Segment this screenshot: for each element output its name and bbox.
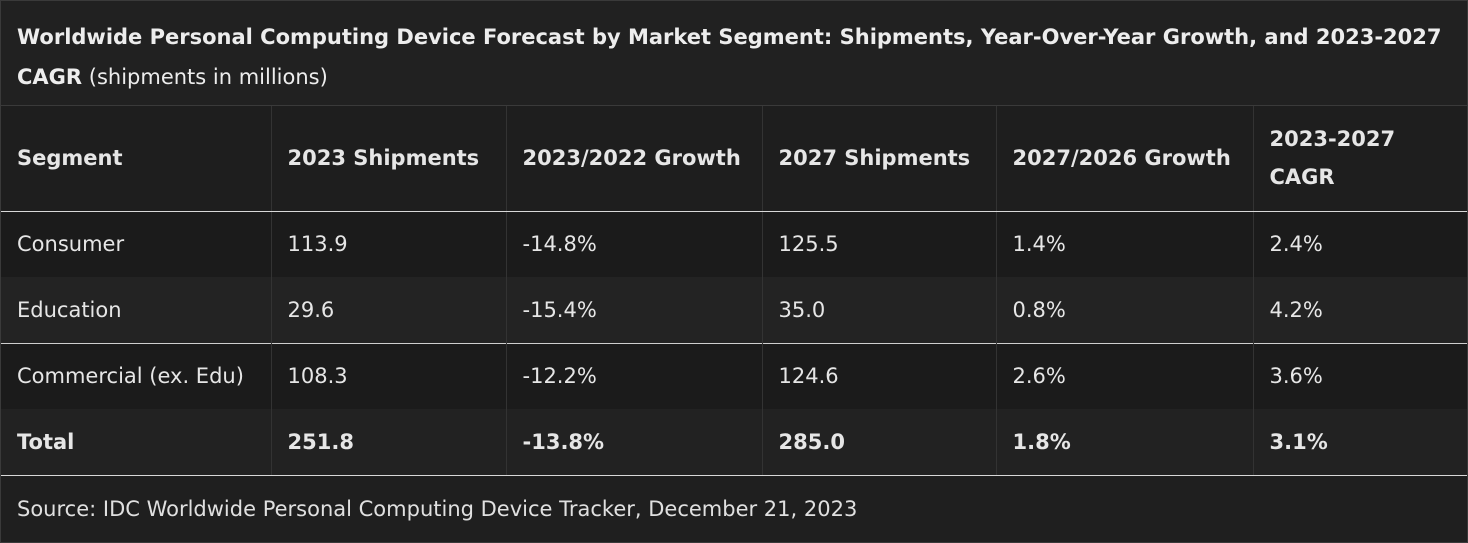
cell-2023-2022-growth: -12.2%: [506, 342, 763, 409]
cell-2027-shipments: 124.6: [762, 342, 997, 409]
cell-2023-2022-growth: -13.8%: [506, 409, 763, 476]
source-note: Source: IDC Worldwide Personal Computing…: [1, 475, 1467, 542]
table-header-row: Segment 2023 Shipments 2023/2022 Growth …: [1, 106, 1467, 212]
cell-2023-shipments: 251.8: [271, 409, 507, 476]
cell-2027-2026-growth: 1.8%: [996, 409, 1254, 476]
cell-segment: Education: [1, 277, 272, 343]
cell-2027-shipments: 35.0: [762, 277, 997, 343]
cell-2023-2022-growth: -15.4%: [506, 277, 763, 343]
table-row-total: Total 251.8 -13.8% 285.0 1.8% 3.1%: [1, 409, 1467, 476]
cell-2027-shipments: 125.5: [762, 211, 997, 277]
table-row-education: Education 29.6 -15.4% 35.0 0.8% 4.2%: [1, 277, 1467, 343]
header-2027-2026-growth: 2027/2026 Growth: [996, 106, 1254, 212]
cell-2023-shipments: 113.9: [271, 211, 507, 277]
cell-segment: Commercial (ex. Edu): [1, 342, 272, 409]
cell-2027-2026-growth: 1.4%: [996, 211, 1254, 277]
header-2023-2022-growth: 2023/2022 Growth: [506, 106, 763, 212]
cell-segment: Total: [1, 409, 272, 476]
table-row-commercial: Commercial (ex. Edu) 108.3 -12.2% 124.6 …: [1, 342, 1467, 409]
forecast-table: Segment 2023 Shipments 2023/2022 Growth …: [1, 106, 1467, 476]
table-title-main: Worldwide Personal Computing Device Fore…: [17, 25, 1442, 89]
cell-2027-2026-growth: 0.8%: [996, 277, 1254, 343]
cell-cagr: 4.2%: [1253, 277, 1467, 343]
header-segment: Segment: [1, 106, 272, 212]
cell-cagr: 3.6%: [1253, 342, 1467, 409]
header-2023-shipments: 2023 Shipments: [271, 106, 507, 212]
cell-2023-shipments: 29.6: [271, 277, 507, 343]
cell-2027-shipments: 285.0: [762, 409, 997, 476]
table-title-units: (shipments in millions): [82, 65, 328, 89]
cell-segment: Consumer: [1, 211, 272, 277]
cell-cagr: 2.4%: [1253, 211, 1467, 277]
table-row-consumer: Consumer 113.9 -14.8% 125.5 1.4% 2.4%: [1, 211, 1467, 277]
header-cagr: 2023-2027 CAGR: [1253, 106, 1467, 212]
cell-2027-2026-growth: 2.6%: [996, 342, 1254, 409]
cell-2023-2022-growth: -14.8%: [506, 211, 763, 277]
header-2027-shipments: 2027 Shipments: [762, 106, 997, 212]
table-title: Worldwide Personal Computing Device Fore…: [1, 1, 1467, 106]
cell-cagr: 3.1%: [1253, 409, 1467, 476]
cell-2023-shipments: 108.3: [271, 342, 507, 409]
